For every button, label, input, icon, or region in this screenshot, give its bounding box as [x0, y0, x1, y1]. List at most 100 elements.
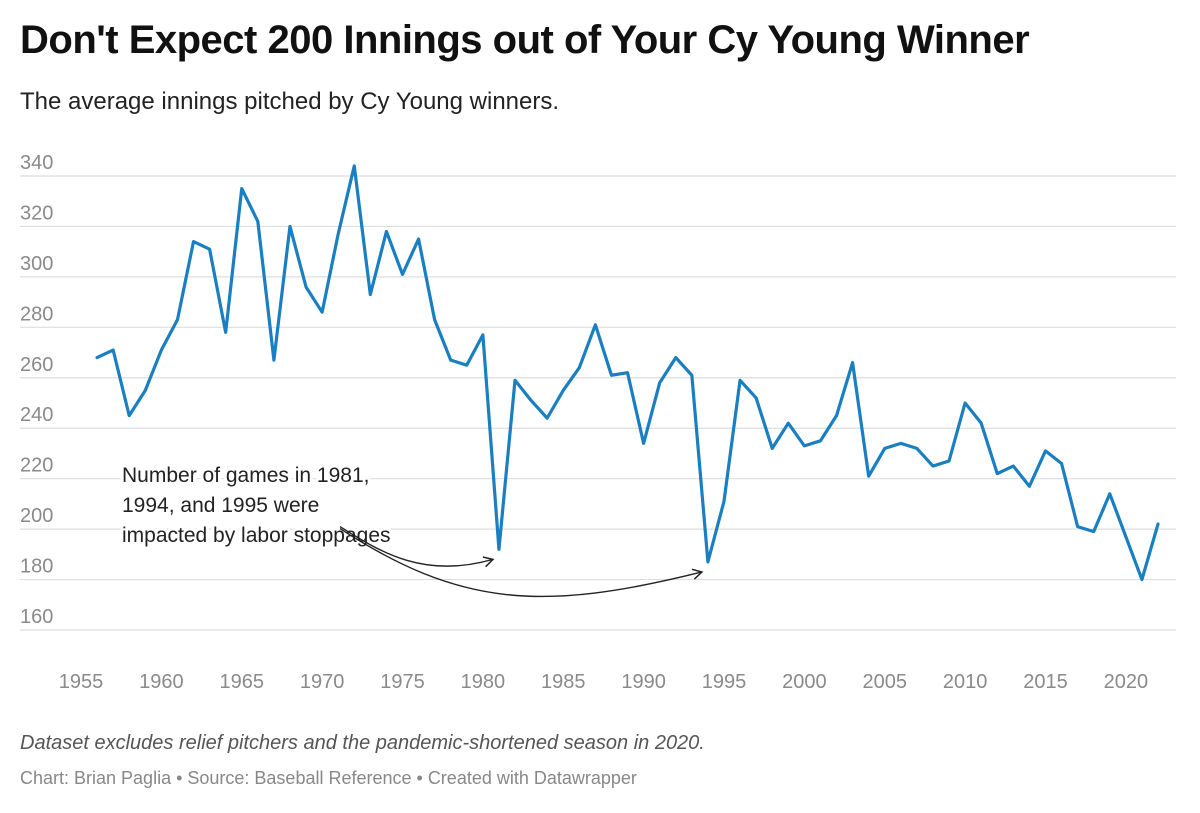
data-point — [95, 355, 100, 360]
annotation-layer: Number of games in 1981,Number of games … — [119, 461, 704, 598]
data-point — [287, 224, 292, 229]
y-tick-label: 260 — [20, 354, 53, 376]
series-layer — [95, 163, 1160, 582]
data-point — [721, 499, 726, 504]
x-tick-label: 1995 — [702, 671, 747, 693]
x-tick-label: 1960 — [139, 671, 184, 693]
data-point — [689, 373, 694, 378]
data-point — [561, 388, 566, 393]
data-point — [818, 438, 823, 443]
data-point — [496, 547, 501, 552]
data-point — [175, 317, 180, 322]
data-point — [738, 378, 743, 383]
data-point — [400, 272, 405, 277]
y-tick-label: 240 — [20, 404, 53, 426]
data-point — [786, 421, 791, 426]
x-tick-label: 1985 — [541, 671, 586, 693]
data-point — [1091, 529, 1096, 534]
data-point — [255, 219, 260, 224]
data-point — [368, 292, 373, 297]
x-tick-label: 1980 — [461, 671, 506, 693]
data-point — [609, 373, 614, 378]
data-point — [930, 464, 935, 469]
x-tick-label: 2005 — [862, 671, 907, 693]
data-point — [271, 358, 276, 363]
data-point — [207, 247, 212, 252]
y-tick-label: 320 — [20, 202, 53, 224]
data-point — [834, 413, 839, 418]
data-point — [223, 330, 228, 335]
data-point — [529, 398, 534, 403]
x-tick-label: 2015 — [1023, 671, 1068, 693]
data-point — [754, 395, 759, 400]
x-axis-ticks: 1955 1960 1965 1970 1975 1980 1985 1990 1995 2000… — [59, 671, 1148, 693]
data-point — [1107, 491, 1112, 496]
annotation-arrow — [339, 528, 704, 598]
data-point — [159, 348, 164, 353]
data-point — [1059, 461, 1064, 466]
chart-subtitle: The average innings pitched by Cy Young … — [20, 88, 560, 115]
data-point — [239, 186, 244, 191]
data-point — [593, 322, 598, 327]
y-tick-label: 340 — [20, 152, 53, 174]
x-tick-label: 1970 — [300, 671, 345, 693]
annotation-halo: 1994, and 1995 were — [122, 494, 319, 517]
x-tick-label: 2020 — [1104, 671, 1149, 693]
data-point — [143, 388, 148, 393]
data-point — [480, 332, 485, 337]
data-point — [304, 284, 309, 289]
x-tick-label: 2000 — [782, 671, 827, 693]
chart-byline: Chart: Brian Paglia • Source: Baseball R… — [20, 768, 637, 788]
data-point — [882, 446, 887, 451]
x-tick-label: 1975 — [380, 671, 425, 693]
annotation-text: 1994, and 1995 were — [122, 494, 319, 517]
data-point — [127, 413, 132, 418]
x-tick-label: 1965 — [219, 671, 264, 693]
data-point — [577, 365, 582, 370]
data-point — [898, 441, 903, 446]
data-point — [657, 380, 662, 385]
data-point — [850, 360, 855, 365]
data-point — [336, 232, 341, 237]
data-point — [802, 443, 807, 448]
data-point — [1075, 524, 1080, 529]
data-point — [1139, 577, 1144, 582]
y-tick-label: 160 — [20, 606, 53, 628]
annotation-text: Number of games in 1981, — [122, 464, 369, 487]
y-tick-label: 220 — [20, 455, 53, 477]
data-point — [1043, 448, 1048, 453]
data-point — [416, 237, 421, 242]
chart-title: Don't Expect 200 Innings out of Your Cy … — [20, 18, 1030, 62]
data-point — [513, 378, 518, 383]
chart-notes: Dataset excludes relief pitchers and the… — [20, 732, 705, 754]
data-point — [384, 229, 389, 234]
data-point — [673, 355, 678, 360]
x-tick-label: 2010 — [943, 671, 988, 693]
data-point — [111, 348, 116, 353]
grid-layer — [20, 175, 1176, 631]
data-point — [866, 474, 871, 479]
data-point — [947, 459, 952, 464]
data-point — [352, 163, 357, 168]
x-tick-label: 1955 — [59, 671, 104, 693]
data-point — [432, 317, 437, 322]
data-point — [191, 239, 196, 244]
x-tick-label: 1990 — [621, 671, 666, 693]
data-point — [464, 363, 469, 368]
annotation-arrow — [339, 525, 495, 568]
y-tick-label: 180 — [20, 556, 53, 578]
annotation-halo: impacted by labor stoppages — [122, 524, 391, 547]
data-point — [914, 446, 919, 451]
y-tick-label: 200 — [20, 505, 53, 527]
data-point — [545, 416, 550, 421]
y-tick-label: 280 — [20, 303, 53, 325]
data-point — [641, 441, 646, 446]
data-point — [1011, 464, 1016, 469]
data-point — [705, 559, 710, 564]
data-point — [625, 370, 630, 375]
annotation-text: impacted by labor stoppages — [122, 524, 391, 547]
y-axis-ticks: 160 180 200 220 240 260 280 300 320 340 — [20, 152, 53, 628]
data-point — [979, 421, 984, 426]
series-line — [95, 164, 1160, 582]
